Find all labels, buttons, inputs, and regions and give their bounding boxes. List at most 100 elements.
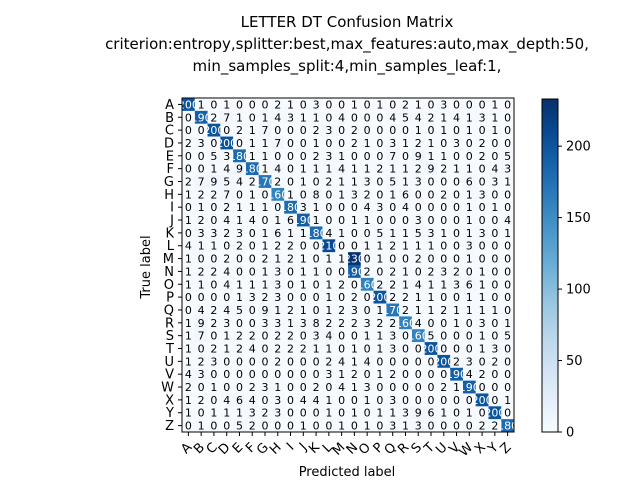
cell-value-label: 0 [440,253,447,266]
y-tick-label: Z [165,419,174,434]
heatmap-cell [360,367,374,382]
cell-value-label: 8 [313,188,320,201]
cell-value-label: 4 [223,394,230,407]
heatmap-cell [220,354,234,369]
heatmap-cell [348,200,362,215]
cell-value-label: 2 [274,98,281,111]
heatmap-cell [335,149,349,163]
cell-value-label: 9 [210,176,217,189]
heatmap-cell [182,175,196,189]
heatmap-cell [488,265,502,279]
heatmap-cell [424,303,438,317]
heatmap-cell [309,419,323,433]
cell-value-label: 1 [466,407,473,420]
cell-value-label: 0 [389,201,396,214]
heatmap-cell [309,175,323,189]
heatmap-cell [475,329,489,343]
cell-value-label: 3 [313,330,320,343]
heatmap-cell [501,367,515,382]
heatmap-cell [411,175,426,189]
cell-value-label: 2 [440,304,447,317]
heatmap-cell [284,354,298,369]
heatmap-cell [309,316,323,330]
heatmap-cell [348,380,362,394]
heatmap-cell [284,213,298,227]
cell-value-label: 9 [415,150,422,163]
cell-value-label: 3 [466,240,473,253]
cell-value-label: 1 [351,214,358,227]
cell-value-label: 1 [466,111,473,124]
heatmap-cell [488,277,502,292]
cell-value-label: 0 [274,368,281,381]
heatmap-cell [182,239,196,253]
heatmap-cell [501,316,515,330]
heatmap-cell [424,175,438,189]
cell-value-label: 0 [300,330,307,343]
heatmap-cell [335,354,349,369]
heatmap-cell [258,239,272,253]
heatmap-cell [424,367,438,382]
heatmap-cell [437,252,451,266]
heatmap-cell [220,252,234,266]
heatmap-cell [450,110,464,125]
cell-value-label: 0 [351,227,358,240]
heatmap-cell [360,329,374,343]
cell-value-label: 0 [479,201,486,214]
cell-value-label: 1 [402,163,409,176]
cell-value-label: 0 [185,201,192,214]
heatmap-cell [220,136,234,150]
heatmap-cell [194,316,208,330]
cell-value-label: 4 [313,394,320,407]
cell-value-label: 0 [453,124,460,137]
heatmap-cell [284,252,298,266]
heatmap-cell [284,200,298,215]
x-tick-label: K [306,440,323,457]
cell-value-label: 2 [249,420,256,433]
heatmap-cell [462,213,477,227]
cell-value-label: 0 [440,317,447,330]
heatmap-cell [322,419,336,433]
cell-value-label: 3 [504,163,511,176]
cell-value-label: 2 [389,317,396,330]
heatmap-cell [233,110,247,125]
cell-value-label: 0 [453,253,460,266]
cell-value-label: 0 [262,188,269,201]
heatmap-cell [207,354,221,369]
cell-value-label: 0 [223,124,230,137]
cell-value-label: 0 [249,265,256,278]
heatmap-cell [220,393,234,407]
cell-value-label: 0 [440,420,447,433]
cell-value-label: 1 [236,291,243,304]
cell-value-label: 1 [249,124,256,137]
cell-value-label: 1 [389,163,396,176]
cell-value-label: 3 [325,150,332,163]
heatmap-cell [271,406,285,420]
cell-value-label: 2 [313,381,320,394]
heatmap-cell [194,213,208,227]
heatmap-cell [424,110,438,125]
cell-value-label: 1 [262,227,269,240]
cell-value-label: 1 [376,330,383,343]
heatmap-cell [373,162,387,176]
heatmap-cell [284,406,298,420]
heatmap-cell [271,354,285,369]
cell-value-label: 0 [491,137,498,150]
cell-value-label: 0 [300,124,307,137]
heatmap-cell [335,393,349,407]
cell-value-label: 0 [198,150,205,163]
heatmap-cell [475,239,489,253]
cell-value-label: 0 [313,176,320,189]
heatmap-cell [335,226,349,240]
heatmap-cell [437,329,451,343]
heatmap-cell [411,200,426,215]
heatmap-cell [284,98,298,112]
heatmap-cell [194,175,208,189]
cell-value-label: 1 [223,407,230,420]
heatmap-cell [501,123,515,137]
cell-value-label: 0 [249,227,256,240]
heatmap-cell [424,123,438,137]
heatmap-cell [411,149,426,163]
cell-value-label: 1 [479,343,486,356]
heatmap-cell [271,239,285,253]
heatmap-cell [488,239,502,253]
